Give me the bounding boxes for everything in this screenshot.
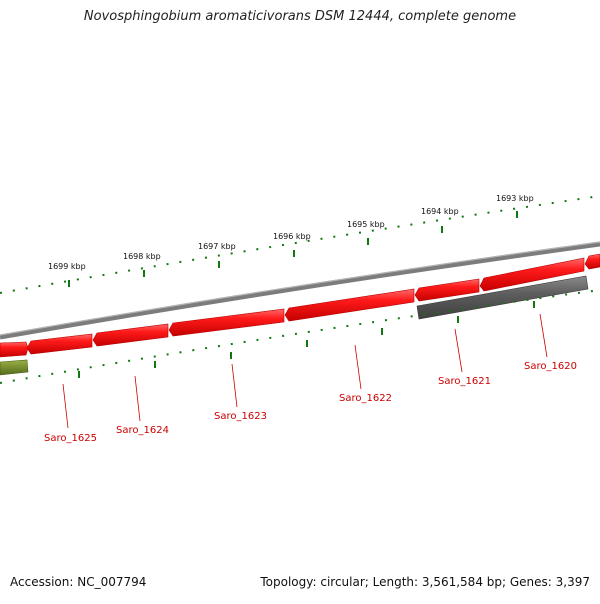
scale-label: 1696 kbp xyxy=(273,232,311,241)
gene-arrow xyxy=(168,308,285,337)
scale-ticks-upper xyxy=(68,211,518,287)
gene-label-line xyxy=(354,344,362,390)
gene-label-saro-1622[interactable]: Saro_1622 xyxy=(339,393,392,404)
genome-title: Novosphingobium aromaticivorans DSM 1244… xyxy=(83,9,517,24)
gene-arrow xyxy=(92,323,169,347)
genome-backbone-highlight xyxy=(0,241,600,336)
gene-arrow xyxy=(0,341,29,358)
gene-arrow xyxy=(479,257,585,292)
gene-label-saro-1623[interactable]: Saro_1623 xyxy=(214,411,267,422)
gene-label-saro-1625[interactable]: Saro_1625 xyxy=(44,433,97,444)
accession-text: Accession: NC_007794 xyxy=(10,575,147,589)
scale-label: 1695 kbp xyxy=(347,220,385,229)
scale-label: 1697 kbp xyxy=(198,242,236,251)
gene-arrow xyxy=(26,333,93,355)
gene-arrow xyxy=(584,253,600,270)
gene-arrow xyxy=(284,288,415,322)
scale-label: 1693 kbp xyxy=(496,194,534,203)
gene-label-line xyxy=(62,383,69,429)
gene-olive xyxy=(0,359,29,376)
gene-label-line xyxy=(134,375,141,422)
gene-label-saro-1624[interactable]: Saro_1624 xyxy=(116,425,169,436)
gene-label-saro-1621[interactable]: Saro_1621 xyxy=(438,376,491,387)
gene-label-line xyxy=(454,328,463,373)
gene-arrow xyxy=(414,278,480,302)
gene-label-saro-1620[interactable]: Saro_1620 xyxy=(524,361,577,372)
gene-track-red xyxy=(0,253,600,358)
gene-label-line xyxy=(539,313,548,358)
gene-label-line xyxy=(231,363,238,408)
genome-summary-text: Topology: circular; Length: 3,561,584 bp… xyxy=(260,575,590,589)
gene-grey xyxy=(416,275,589,320)
scale-label: 1694 kbp xyxy=(421,207,459,216)
scale-ticks-lower xyxy=(78,301,535,378)
scale-label: 1698 kbp xyxy=(123,252,161,261)
genome-backbone xyxy=(0,241,600,340)
scale-label: 1699 kbp xyxy=(48,262,86,271)
gene-label-lines xyxy=(62,313,548,429)
